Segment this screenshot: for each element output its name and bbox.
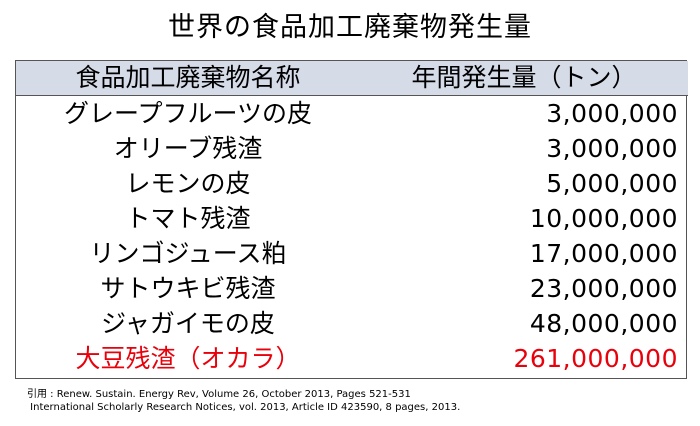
table-row: グレープフルーツの皮 3,000,000 [16,96,688,132]
table-row: レモンの皮 5,000,000 [16,166,688,201]
table-row: トマト残渣 10,000,000 [16,201,688,236]
table-row: リンゴジュース粕 17,000,000 [16,236,688,271]
table-row: オリーブ残渣 3,000,000 [16,131,688,166]
waste-name-cell: レモンの皮 [125,169,251,198]
annual-amount-cell: 3,000,000 [546,134,678,163]
annual-amount-cell: 3,000,000 [546,99,678,128]
column-header-name: 食品加工廃棄物名称 [16,61,360,96]
column-header-annual-amount: 年間発生量（トン） [360,61,688,96]
annual-amount-cell: 10,000,000 [529,204,678,233]
table-header-row: 食品加工廃棄物名称 年間発生量（トン） [16,61,688,96]
waste-table: 食品加工廃棄物名称 年間発生量（トン） グレープフルーツの皮 3,000,000… [15,60,688,379]
table-row-highlighted: 大豆残渣（オカラ） 261,000,000 [16,341,688,376]
annual-amount-cell: 5,000,000 [546,169,678,198]
citation: 引用 : Renew. Sustain. Energy Rev, Volume … [27,388,460,414]
annual-amount-cell: 17,000,000 [529,239,678,268]
annual-amount-cell: 261,000,000 [513,344,678,373]
table-row: サトウキビ残渣 23,000,000 [16,271,688,306]
citation-line-1: 引用 : Renew. Sustain. Energy Rev, Volume … [27,389,411,400]
annual-amount-cell: 48,000,000 [529,309,678,338]
waste-name-cell: グレープフルーツの皮 [63,99,312,128]
waste-name-cell: ジャガイモの皮 [101,309,275,338]
waste-name-cell: サトウキビ残渣 [100,274,276,303]
waste-name-cell: オリーブ残渣 [113,134,263,163]
page-title: 世界の食品加工廃棄物発生量 [168,12,532,43]
waste-name-cell: トマト残渣 [125,204,251,233]
annual-amount-cell: 23,000,000 [529,274,678,303]
table-row: ジャガイモの皮 48,000,000 [16,306,688,341]
waste-name-cell: リンゴジュース粕 [89,239,287,268]
citation-line-2: International Scholarly Research Notices… [27,402,461,413]
waste-name-cell: 大豆残渣（オカラ） [75,344,301,373]
